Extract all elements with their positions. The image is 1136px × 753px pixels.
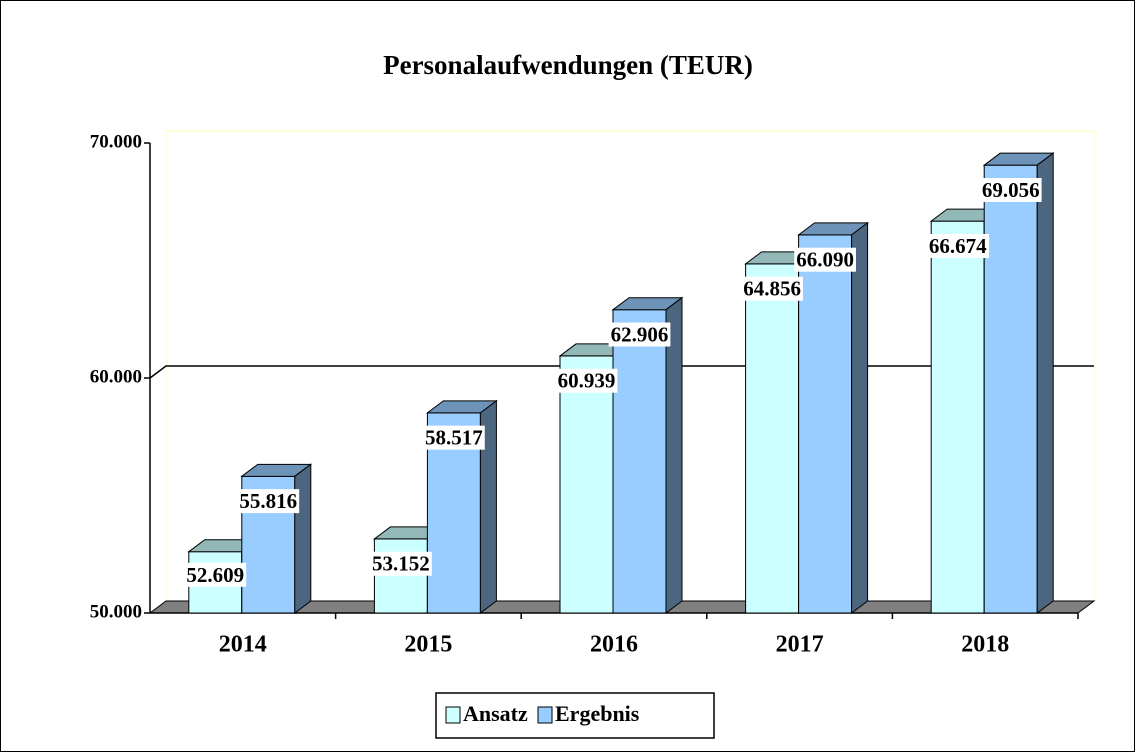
value-label: 66.090: [796, 248, 854, 272]
bar: [982, 152, 1055, 614]
bar-side: [851, 221, 869, 614]
legend-swatch: [537, 706, 553, 724]
value-label: 58.517: [425, 426, 483, 450]
legend-label: Ansatz: [463, 701, 528, 726]
bar: [611, 296, 684, 614]
value-label-box: [184, 562, 247, 587]
legend-box: [435, 692, 715, 739]
bar-side: [665, 296, 683, 614]
value-label: 55.816: [239, 489, 297, 513]
bar-front: [983, 164, 1038, 614]
value-label: 60.939: [558, 369, 616, 393]
bar: [797, 221, 870, 614]
x-tick-label: 2015: [404, 632, 452, 658]
value-label: 64.856: [743, 277, 801, 301]
value-label-box: [741, 276, 803, 301]
bar-front: [612, 309, 667, 614]
y-tick-label: 70.000: [90, 131, 142, 152]
bar-front: [559, 355, 614, 614]
x-tick-label: 2014: [219, 632, 267, 658]
value-label-box: [237, 489, 300, 514]
value-label-group: 58.517: [423, 425, 485, 450]
y-tick-label: 50.000: [90, 601, 142, 622]
x-tick-label: 2017: [776, 632, 824, 658]
value-label-group: 53.152: [370, 551, 432, 576]
bar-side: [294, 463, 312, 614]
value-label-group: 52.609: [184, 562, 247, 587]
bar: [240, 463, 313, 614]
value-label-box: [555, 368, 618, 393]
bar-side: [1036, 152, 1054, 614]
value-label-box: [979, 177, 1042, 202]
bar-front: [745, 263, 800, 614]
value-label-box: [926, 233, 990, 258]
bar-front: [930, 220, 985, 614]
legend-label: Ergebnis: [555, 701, 640, 726]
value-label-box: [423, 425, 485, 450]
y-tick-label: 60.000: [90, 366, 142, 387]
legend-swatch: [445, 706, 461, 724]
bar-front: [373, 538, 428, 614]
value-label-group: 66.674: [926, 233, 990, 258]
value-label-group: 69.056: [979, 177, 1042, 202]
value-label: 53.152: [372, 552, 430, 576]
value-label-group: 64.856: [741, 276, 803, 301]
x-tick-label: 2016: [590, 632, 638, 658]
value-label-box: [794, 247, 856, 272]
bar-front: [798, 234, 853, 614]
value-label-box: [370, 551, 432, 576]
value-label-box: [608, 322, 671, 347]
bar-side: [479, 399, 497, 614]
value-label: 62.906: [611, 323, 669, 347]
value-label-group: 62.906: [608, 322, 671, 347]
legend: Ansatz Ergebnis: [435, 692, 715, 739]
value-label: 66.674: [929, 234, 987, 258]
value-label-group: 60.939: [555, 368, 618, 393]
value-label: 52.609: [186, 563, 244, 587]
value-label-group: 55.816: [237, 489, 300, 514]
x-tick-label: 2018: [961, 632, 1009, 658]
value-label-group: 66.090: [794, 247, 856, 272]
chart-title: Personalaufwendungen (TEUR): [383, 50, 753, 80]
value-label: 69.056: [982, 178, 1040, 202]
